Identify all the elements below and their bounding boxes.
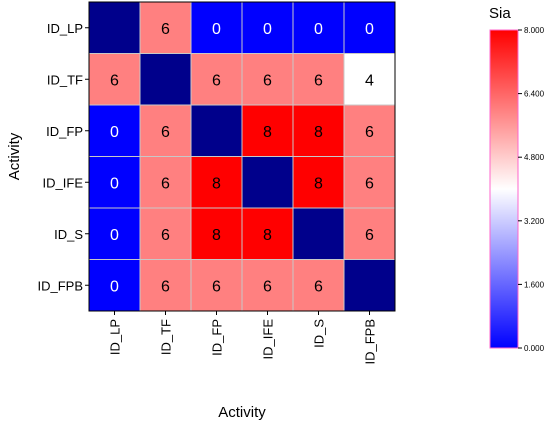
colorbar-title: Sia: [489, 5, 511, 22]
heatmap-cell: [292, 104, 345, 157]
x-tick-label: ID_IFE: [261, 319, 276, 360]
x-tick-label: ID_FP: [210, 319, 225, 356]
heatmap-cell: [139, 156, 192, 209]
cell-value-label: 8: [212, 227, 221, 244]
cell-value-label: 0: [365, 21, 374, 38]
cell-value-labels: 6 0 0 0 0 6 6 6 6 4 0 6 8 8 6 0 6 8 8 6 0 6 8 8 6 0 6 6 6 6: [110, 21, 374, 296]
y-tick-label: ID_TF: [47, 72, 83, 87]
cell-value-label: 6: [365, 175, 374, 192]
y-axis-ticks: ID_LP ID_TF ID_FP ID_IFE ID_S ID_FPB: [37, 21, 89, 293]
cell-value-label: 0: [263, 21, 272, 38]
cell-value-label: 6: [161, 175, 170, 192]
cell-value-label: 0: [110, 227, 119, 244]
heatmap-cell: [139, 259, 192, 312]
colorbar-tick-label: 1.600: [524, 280, 545, 289]
cell-value-label: 6: [110, 72, 119, 89]
cell-value-label: 8: [263, 227, 272, 244]
cell-value-label: 0: [314, 21, 323, 38]
colorbar-tick-label: 0.000: [524, 344, 545, 353]
y-tick-label: ID_S: [54, 227, 83, 242]
cell-value-label: 8: [314, 175, 323, 192]
heatmap-cell: [139, 207, 192, 260]
cell-value-label: 6: [314, 72, 323, 89]
heatmap-cell: [190, 104, 243, 157]
cell-value-label: 6: [365, 124, 374, 141]
x-tick-label: ID_S: [312, 319, 327, 348]
cell-value-label: 6: [314, 278, 323, 295]
heatmap-cell: [190, 259, 243, 312]
heatmap-cells: [88, 1, 396, 312]
y-tick-label: ID_FPB: [37, 278, 83, 293]
cell-value-label: 8: [314, 124, 323, 141]
x-tick-label: ID_FPB: [363, 319, 378, 365]
cell-value-label: 0: [110, 175, 119, 192]
heatmap-cell: [139, 104, 192, 157]
plot-border: [88, 1, 396, 312]
cell-value-label: 0: [110, 124, 119, 141]
heatmap-cell: [190, 1, 243, 54]
heatmap-cell: [88, 1, 141, 54]
heatmap-cell: [343, 53, 396, 106]
cell-value-label: 6: [161, 227, 170, 244]
colorbar-tick-label: 3.200: [524, 217, 545, 226]
x-tick-label: ID_TF: [159, 319, 174, 355]
heatmap-cell: [88, 207, 141, 260]
colorbar: 0.000 1.600 3.200 4.800 6.400 8.000: [489, 26, 545, 353]
heatmap-cell: [343, 156, 396, 209]
heatmap-cell: [241, 156, 294, 209]
cell-value-label: 6: [161, 124, 170, 141]
heatmap-cell: [139, 1, 192, 54]
heatmap-cell: [343, 259, 396, 312]
colorbar-tick-label: 8.000: [524, 26, 545, 35]
x-tick-label: ID_LP: [108, 319, 123, 355]
colorbar-gradient: [489, 29, 519, 349]
x-axis-ticks: ID_LP ID_TF ID_FP ID_IFE ID_S ID_FPB: [108, 311, 378, 365]
heatmap-cell: [241, 53, 294, 106]
heatmap-cell: [292, 207, 345, 260]
y-tick-label: ID_IFE: [43, 175, 84, 190]
cell-value-label: 6: [263, 278, 272, 295]
cell-value-label: 6: [161, 278, 170, 295]
heatmap-cell: [190, 156, 243, 209]
heatmap-cell: [139, 53, 192, 106]
cell-value-label: 0: [110, 278, 119, 295]
colorbar-tick-label: 4.800: [524, 153, 545, 162]
y-tick-label: ID_LP: [47, 21, 83, 36]
cell-value-label: 8: [263, 124, 272, 141]
cell-value-label: 0: [212, 21, 221, 38]
cell-value-label: 6: [212, 278, 221, 295]
heatmap-cell: [343, 207, 396, 260]
cell-value-label: 6: [365, 227, 374, 244]
cell-value-label: 6: [263, 72, 272, 89]
heatmap-cell: [241, 259, 294, 312]
colorbar-tick-label: 6.400: [524, 90, 545, 99]
cell-value-label: 6: [161, 21, 170, 38]
cell-value-label: 4: [365, 72, 374, 89]
heatmap-cell: [190, 207, 243, 260]
x-axis-title: Activity: [218, 404, 266, 421]
cell-value-label: 6: [212, 72, 221, 89]
cell-value-label: 8: [212, 175, 221, 192]
y-tick-label: ID_FP: [46, 124, 83, 139]
heatmap-cell: [292, 156, 345, 209]
y-axis-title: Activity: [6, 132, 23, 180]
